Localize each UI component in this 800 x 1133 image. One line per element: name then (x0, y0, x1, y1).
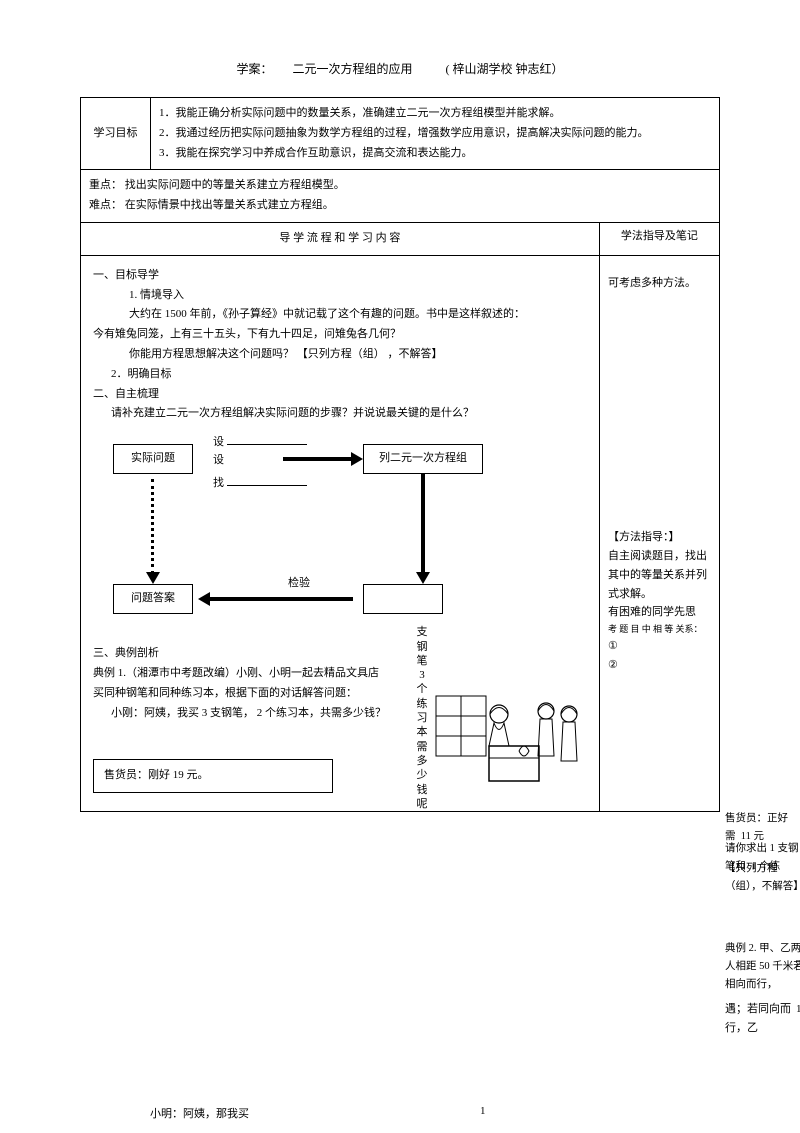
objective-label: 学习目标 (81, 98, 151, 170)
sec3-heading: 三、典例剖析 (93, 644, 587, 664)
method-2: 有困难的同学先思 (608, 603, 711, 622)
sec2-heading: 二、自主梳理 (93, 385, 587, 405)
label-check: 检验 (288, 574, 310, 594)
arrow-icon (283, 457, 353, 461)
page-number: 1 (480, 1105, 486, 1117)
sec1-i2: 2．明确目标 (111, 365, 587, 385)
key-point: 重点： 找出实际问题中的等量关系建立方程组模型。 (89, 176, 711, 196)
note-methods: 可考虑多种方法。 (608, 274, 711, 293)
flow-box-answer: 问题答案 (113, 584, 193, 614)
overflow-num10: 10 小 (796, 1000, 800, 1019)
seller-reply: 售货员：刚好 19 元。 (104, 769, 209, 781)
sec1-heading: 一、目标导学 (93, 266, 587, 286)
key-diff-points: 重点： 找出实际问题中的等量关系建立方程组模型。 难点： 在实际情景中找出等量关… (81, 170, 720, 223)
sec1-l1: 大约在 1500 年前，《孙子算经》中就记载了这个有趣的问题。书中是这样叙述的： (129, 305, 587, 325)
flow-box-empty (363, 584, 443, 614)
title-main: 二元一次方程组的应用 (292, 62, 412, 76)
sec1-i1: 1. 情境导入 (129, 286, 587, 306)
method-head: 【方法指导：】 (608, 528, 711, 547)
footer-dialogue: 小明：阿姨，那我买 (150, 1105, 249, 1121)
store-illustration (434, 686, 584, 796)
method-4: ① (608, 637, 711, 656)
flow-box-problem: 实际问题 (113, 444, 193, 474)
obj-2: 2．我通过经历把实际问题抽象为数学方程组的过程，增强数学应用意识，提高解决实际问… (159, 124, 711, 144)
subheader-right: 学法指导及笔记 (599, 223, 719, 255)
objective-items: 1．我能正确分析实际问题中的数量关系，准确建立二元一次方程组模型并能求解。 2．… (151, 98, 720, 170)
obj-1: 1．我能正确分析实际问题中的数量关系，准确建立二元一次方程组模型并能求解。 (159, 104, 711, 124)
lesson-table: 学习目标 1．我能正确分析实际问题中的数量关系，准确建立二元一次方程组模型并能求… (80, 97, 720, 812)
subheader-left: 导 学 流 程 和 学 习 内 容 (81, 223, 599, 255)
overflow-ex2b: 遇；若同向而行，乙 (725, 1000, 800, 1037)
vertical-text: 支钢笔3个练习本需多少钱呢 (415, 625, 429, 811)
title-school: ( 梓山湖学校 (446, 62, 513, 76)
flowchart: 实际问题 列二元一次方程组 问题答案 设 设 找 (93, 434, 587, 644)
overflow-bracket: 【只列方程（组），不解答】 (725, 860, 800, 896)
diff-point: 难点： 在实际情景中找出等量关系式建立方程组。 (89, 196, 711, 216)
title-author: 钟志红） (516, 62, 564, 76)
method-5: ② (608, 656, 711, 675)
sec1-l3: 你能用方程思想解决这个问题吗？ 【只列方程（组） ，不解答】 (129, 345, 587, 365)
overflow-num2: 2 (796, 955, 800, 974)
flow-box-equations: 列二元一次方程组 (363, 444, 483, 474)
label-set2: 设 (213, 454, 224, 466)
label-find: 找 (213, 477, 224, 489)
method-1: 自主阅读题目，找出其中的等量关系并列式求解。 (608, 547, 711, 603)
sec2-l1: 请补充建立二元一次方程组解决实际问题的步骤？并说说最关键的是什么？ (111, 404, 587, 424)
method-3: 考 题 目 中 相 等 关系： (608, 622, 711, 637)
flow-labels: 设 设 找 (213, 434, 307, 493)
label-set: 设 (213, 436, 224, 448)
dotted-arrow-icon (151, 479, 154, 574)
notes-column: 可考虑多种方法。 【方法指导：】 自主阅读题目，找出其中的等量关系并列式求解。 … (599, 256, 719, 811)
overflow-ex2a: 典例 2. 甲、乙两人相距 50 千米若相向而行， (725, 940, 800, 994)
arrow-icon (208, 597, 353, 601)
page-title: 学案： 二元一次方程组的应用 ( 梓山湖学校 钟志红） (0, 0, 800, 97)
obj-3: 3．我能在探究学习中养成合作互助意识，提高交流和表达能力。 (159, 144, 711, 164)
ex1-a: 典例 1.（湘潭市中考题改编）小刚、小明一起去精品文具店 (93, 664, 587, 684)
title-prefix: 学案： (236, 62, 272, 76)
speech-seller: 售货员：刚好 19 元。 (93, 759, 333, 793)
main-content: 一、目标导学 1. 情境导入 大约在 1500 年前，《孙子算经》中就记载了这个… (81, 256, 599, 811)
sec1-l2: 今有雉兔同笼，上有三十五头，下有九十四足，问雉兔各几何？ (93, 325, 587, 345)
arrow-icon (421, 474, 425, 574)
